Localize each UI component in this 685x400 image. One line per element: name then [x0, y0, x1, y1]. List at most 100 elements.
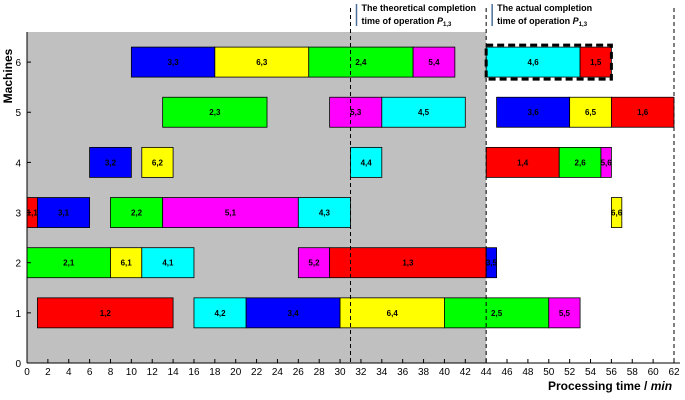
x-tick-label: 48 — [522, 367, 534, 378]
task-label: 1,1 — [27, 209, 39, 218]
x-tick-label: 42 — [460, 367, 472, 378]
task-bar — [141, 146, 174, 178]
x-axis-title-unit: min — [651, 379, 672, 393]
task-label: 5,3 — [350, 108, 362, 117]
x-tick-label: 28 — [314, 367, 326, 378]
y-tick-label: 1 — [15, 309, 21, 320]
task-label: 6,3 — [256, 58, 268, 67]
task-bar — [329, 96, 383, 128]
task-bar — [558, 146, 602, 178]
task-bar — [548, 297, 581, 329]
annotation-symbol: P — [573, 16, 580, 26]
task-label: 6,4 — [387, 309, 399, 318]
x-tick-label: 22 — [251, 367, 263, 378]
task-label: 1,3 — [402, 259, 414, 268]
task-label: 5,1 — [225, 209, 237, 218]
x-tick-label: 58 — [627, 367, 639, 378]
y-tick-label: 6 — [15, 58, 21, 69]
task-label: 4,2 — [214, 309, 226, 318]
highlight-box — [484, 43, 613, 81]
x-tick-label: 36 — [397, 367, 409, 378]
task-bar — [89, 146, 132, 178]
task-label: 1,4 — [517, 158, 529, 167]
x-tick-label: 2 — [45, 367, 51, 378]
y-tick-label: 3 — [15, 209, 21, 220]
task-bar — [110, 247, 143, 279]
task-bar — [381, 96, 466, 128]
x-tick-label: 56 — [606, 367, 618, 378]
task-bar — [26, 247, 111, 279]
annotation-symbol: P — [437, 16, 444, 26]
task-label: 5,6 — [601, 158, 613, 167]
task-bar — [141, 247, 195, 279]
y-tick-label: 5 — [15, 108, 21, 119]
task-label: 4,6 — [528, 58, 540, 67]
task-label: 3,4 — [288, 309, 300, 318]
task-bar — [444, 297, 550, 329]
x-tick-label: 14 — [168, 367, 180, 378]
task-bar — [569, 96, 612, 128]
task-label: 5,5 — [559, 309, 571, 318]
task-label: 1,5 — [590, 58, 602, 67]
x-tick-label: 44 — [481, 367, 493, 378]
x-tick-label: 40 — [439, 367, 451, 378]
x-tick-label: 54 — [585, 367, 597, 378]
annotation-text: time of operation — [362, 16, 438, 26]
task-label: 6,1 — [121, 259, 133, 268]
task-bar — [339, 297, 445, 329]
task-bar — [308, 46, 414, 78]
task-label: 2,6 — [575, 158, 587, 167]
task-label: 6,6 — [611, 209, 623, 218]
task-bar — [37, 197, 91, 228]
x-tick-label: 20 — [230, 367, 242, 378]
overlays — [350, 8, 675, 363]
task-bar — [350, 146, 383, 178]
x-tick-label: 18 — [209, 367, 221, 378]
task-label: 6,2 — [152, 158, 164, 167]
task-bar — [610, 96, 675, 128]
x-tick-label: 38 — [418, 367, 430, 378]
task-bar — [130, 46, 216, 78]
task-bar — [37, 297, 174, 329]
task-label: 5,4 — [428, 58, 440, 67]
annotation-line2: time of operation P1,3 — [497, 16, 588, 28]
x-tick-label: 24 — [272, 367, 284, 378]
task-bar — [412, 46, 456, 78]
y-tick-label: 0 — [15, 359, 21, 370]
task-label: 4,4 — [361, 158, 373, 167]
task-label: 2,3 — [209, 108, 221, 117]
task-label: 2,5 — [491, 309, 503, 318]
task-label: 2,4 — [355, 58, 367, 67]
x-tick-label: 4 — [66, 367, 72, 378]
task-bar — [297, 197, 351, 228]
annotation-text: time of operation — [497, 16, 573, 26]
x-tick-label: 12 — [147, 367, 159, 378]
task-bar — [600, 146, 612, 178]
task-label: 3,2 — [105, 158, 117, 167]
task-bar — [245, 297, 341, 329]
task-bar — [110, 197, 164, 228]
annotation-line1: The theoretical completion — [362, 3, 477, 13]
task-label: 4,5 — [418, 108, 430, 117]
task-bar — [162, 96, 268, 128]
annotation-subscript: 1,3 — [443, 22, 452, 28]
task-label: 2,2 — [131, 209, 143, 218]
task-bar — [297, 247, 331, 279]
x-tick-label: 46 — [501, 367, 513, 378]
task-bar — [496, 96, 571, 128]
annotations: The theoretical completion time of operat… — [355, 3, 592, 28]
x-tick-label: 34 — [376, 367, 388, 378]
y-tick-label: 4 — [15, 158, 21, 169]
task-label: 2,1 — [63, 259, 75, 268]
annotation-subscript: 1,3 — [579, 22, 588, 28]
task-label: 1,6 — [637, 108, 649, 117]
x-tick-label: 0 — [24, 367, 30, 378]
annotation-line1: The actual completion — [497, 3, 592, 13]
task-label: 6,5 — [585, 108, 597, 117]
task-label: 5,2 — [308, 259, 320, 268]
x-tick-label: 16 — [188, 367, 200, 378]
task-label: 4,1 — [162, 259, 174, 268]
x-tick-label: 50 — [543, 367, 555, 378]
task-label: 3,1 — [58, 209, 70, 218]
